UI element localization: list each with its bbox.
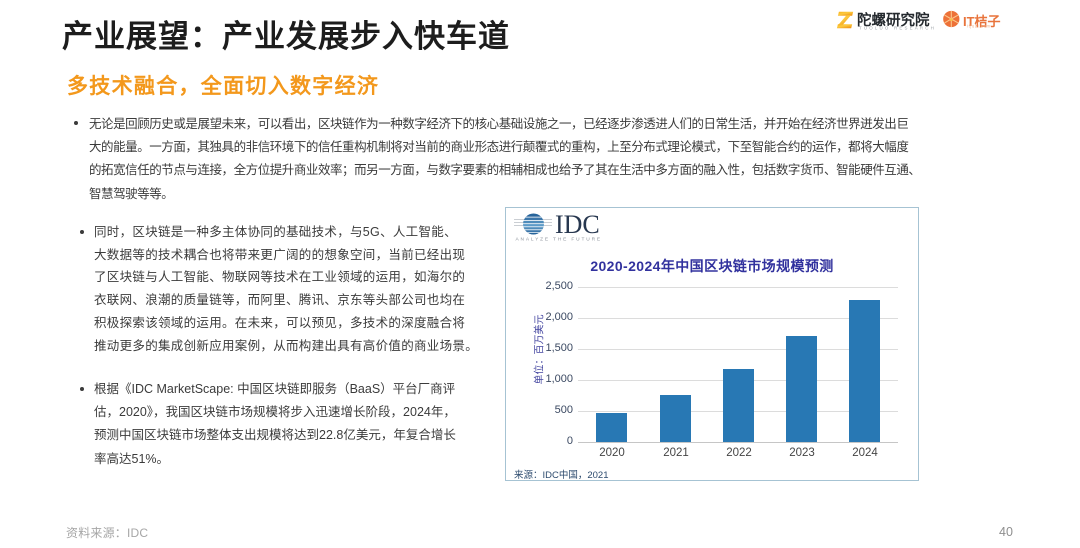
svg-text:ANALYZE THE FUTURE: ANALYZE THE FUTURE <box>516 237 602 243</box>
svg-text:IDC: IDC <box>555 212 600 239</box>
